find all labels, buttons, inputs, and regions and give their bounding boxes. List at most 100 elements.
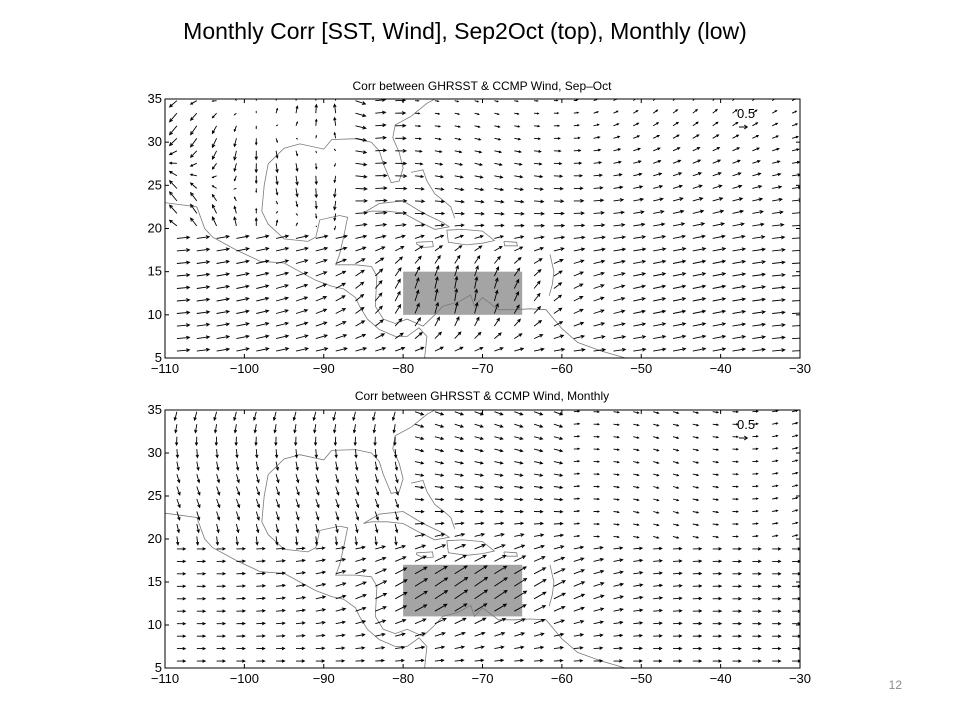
wind-arrow: [672, 559, 683, 563]
wind-arrow: [652, 122, 660, 127]
reference-arrow: [739, 124, 749, 130]
wind-arrow: [752, 285, 767, 289]
wind-arrow: [175, 449, 180, 459]
wind-arrow: [593, 460, 601, 463]
wind-arrow: [573, 484, 581, 488]
x-tick-label: −60: [551, 671, 573, 686]
wind-arrow: [533, 305, 542, 314]
wind-arrow: [315, 546, 326, 550]
wind-arrow: [216, 473, 221, 484]
wind-arrow: [474, 265, 479, 277]
wind-arrow: [514, 658, 525, 663]
wind-arrow: [514, 150, 522, 154]
wind-arrow: [414, 346, 425, 352]
wind-arrow: [355, 545, 366, 550]
wind-arrow: [216, 646, 227, 651]
wind-arrow: [573, 296, 584, 302]
highlight-box: [403, 271, 523, 315]
wind-arrow: [315, 633, 326, 638]
x-tick-label: −70: [471, 361, 493, 376]
wind-arrow: [633, 423, 640, 427]
wind-arrow: [613, 498, 620, 501]
wind-arrow: [553, 411, 564, 416]
wind-arrow: [772, 348, 786, 352]
wind-arrow: [355, 523, 359, 534]
wind-arrow: [176, 523, 180, 534]
wind-arrow: [216, 486, 221, 496]
wind-arrow: [335, 511, 340, 521]
wind-arrow: [772, 147, 780, 152]
wind-arrow: [593, 594, 605, 600]
wind-arrow: [712, 147, 721, 152]
wind-arrow: [295, 523, 300, 534]
wind-arrow: [414, 331, 423, 339]
wind-arrow: [672, 634, 683, 638]
wind-arrow: [771, 110, 778, 114]
wind-arrow: [692, 334, 707, 340]
wind-arrow: [752, 584, 762, 588]
wind-arrow: [235, 449, 239, 459]
wind-arrow: [514, 590, 528, 600]
wind-arrow: [494, 255, 501, 264]
wind-arrow: [573, 472, 581, 475]
wind-arrow: [196, 260, 211, 265]
wind-arrow: [354, 449, 358, 459]
wind-arrow: [772, 572, 782, 576]
wind-arrow: [256, 659, 266, 663]
wind-arrow: [494, 332, 502, 339]
wind-arrow: [189, 112, 198, 121]
wind-arrow: [613, 607, 624, 612]
wind-arrow: [633, 284, 647, 289]
wind-arrow: [573, 347, 586, 352]
wind-arrow: [216, 547, 227, 551]
wind-arrow: [752, 222, 765, 227]
wind-arrow: [236, 272, 250, 277]
y-tick-label: 30: [148, 445, 162, 460]
wind-arrow: [394, 523, 399, 534]
wind-arrow: [672, 259, 687, 264]
wind-arrow: [593, 309, 605, 314]
wind-arrow: [256, 596, 267, 601]
wind-arrow: [633, 235, 647, 239]
wind-arrow: [732, 423, 739, 426]
wind-arrow: [593, 557, 605, 562]
wind-arrow: [414, 277, 420, 289]
wind-arrow: [355, 258, 366, 264]
wind-arrow: [414, 544, 427, 550]
wind-arrow: [772, 547, 782, 551]
wind-arrow: [672, 498, 680, 502]
wind-arrow: [514, 423, 524, 428]
wind-arrow: [454, 509, 465, 514]
wind-arrow: [434, 211, 446, 216]
wind-arrow: [414, 317, 421, 327]
wind-arrow: [692, 99, 696, 102]
wind-arrow: [791, 135, 799, 139]
wind-arrow: [216, 322, 231, 327]
wind-arrow: [355, 306, 365, 314]
wind-arrow: [732, 435, 739, 439]
coastline: [267, 99, 436, 184]
wind-arrow: [494, 532, 505, 537]
wind-arrow: [772, 522, 779, 525]
wind-arrow: [375, 646, 386, 650]
wind-arrow: [752, 596, 762, 601]
panel-bottom-x-axis: −110 −100 −90 −80 −70 −60 −50 −40 −30: [151, 410, 811, 686]
wind-arrow: [672, 147, 681, 152]
wind-arrow: [494, 100, 500, 103]
wind-arrow: [355, 620, 367, 625]
wind-arrow: [752, 522, 759, 525]
wind-arrow: [573, 99, 579, 102]
wind-arrow: [276, 583, 287, 588]
wind-arrow: [653, 608, 664, 613]
wind-arrow: [414, 137, 423, 141]
wind-arrow: [792, 287, 800, 289]
wind-arrow: [494, 423, 504, 428]
wind-arrow: [236, 297, 250, 302]
wind-arrow: [692, 436, 700, 439]
wind-arrow: [712, 584, 723, 588]
wind-arrow: [374, 498, 380, 509]
wind-arrow: [534, 235, 545, 240]
wind-arrow: [315, 308, 328, 314]
wind-arrow: [256, 296, 270, 302]
wind-arrow: [494, 589, 508, 600]
